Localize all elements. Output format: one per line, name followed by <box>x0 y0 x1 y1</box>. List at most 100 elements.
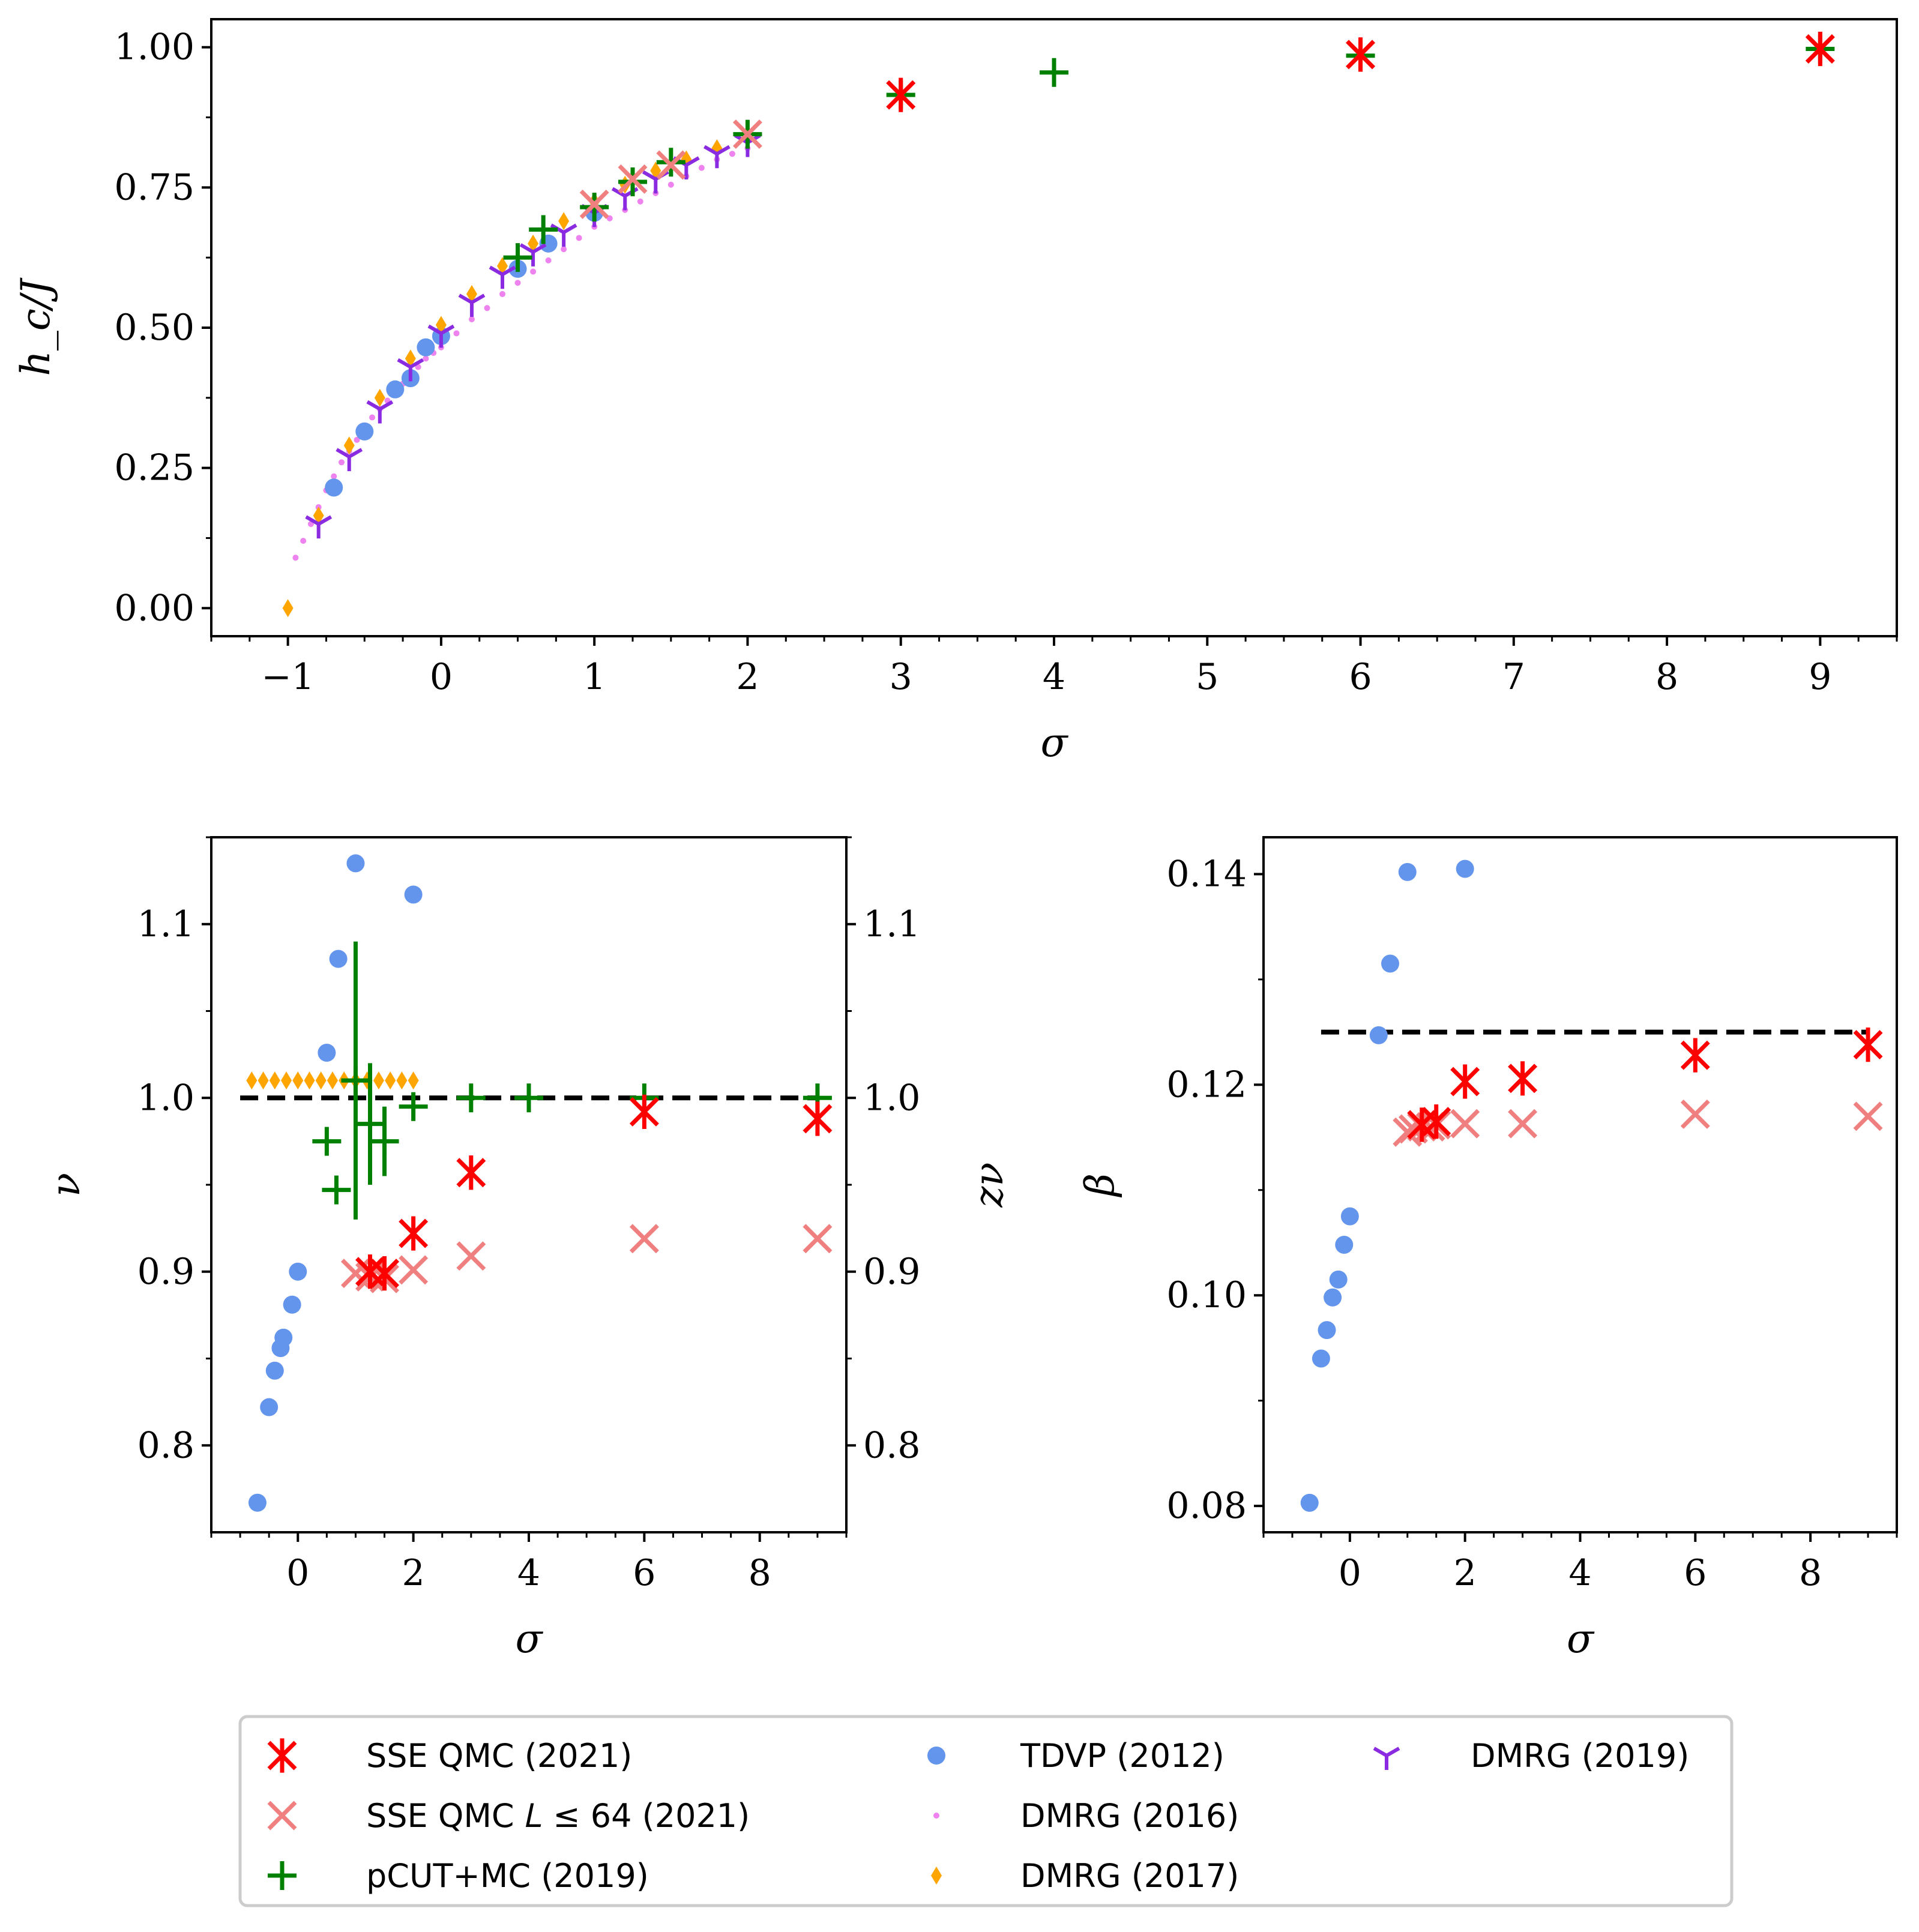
legend-marker <box>931 1867 942 1885</box>
y-tick-label: 0.8 <box>137 1424 194 1466</box>
data-point <box>408 1071 419 1090</box>
data-point <box>456 1241 486 1271</box>
x-axis: 0 2 4 6 8 σ <box>210 1532 848 1662</box>
data-point <box>304 1071 315 1090</box>
x-tick-label: 5 <box>1196 656 1219 698</box>
data-point <box>248 1493 267 1512</box>
data-point <box>355 422 374 441</box>
axes-frame <box>210 18 1898 637</box>
data-point <box>489 265 516 289</box>
x-tick-label: 4 <box>517 1552 540 1594</box>
series-dmrg2017 <box>246 1071 419 1090</box>
data-point <box>435 316 447 334</box>
data-point <box>656 150 686 180</box>
x-tick-label: 3 <box>890 656 912 698</box>
legend: SSE QMC (2021) SSE QMC 𝐿 ≤ 64 (2021) pCUT+… <box>238 1715 1734 1907</box>
data-point <box>399 1216 429 1251</box>
legend-frame <box>238 1715 1734 1907</box>
data-point <box>456 1083 486 1113</box>
data-point <box>667 181 674 188</box>
x-tick-label: 8 <box>749 1552 771 1594</box>
data-point <box>322 1175 351 1205</box>
data-point <box>417 338 435 357</box>
series-pcut <box>312 941 832 1220</box>
data-point <box>427 324 455 348</box>
series-dmrg2016 <box>292 145 751 561</box>
data-point <box>336 448 363 471</box>
series-dmrg2019 <box>305 133 761 539</box>
x-axis: −1 0 1 2 3 4 5 6 7 8 9 σ <box>210 636 1898 766</box>
data-point <box>1508 1109 1538 1139</box>
data-point <box>282 599 294 618</box>
series-tdvp <box>1300 859 1474 1512</box>
data-point <box>405 349 416 368</box>
x-tick-label: 1 <box>583 656 606 698</box>
x-tick-label: 6 <box>633 1552 655 1594</box>
series-sse <box>355 1094 833 1291</box>
data-point <box>396 1071 408 1090</box>
legend-item-sse: SSE QMC (2021) <box>267 1737 632 1775</box>
y-tick-label: 0.12 <box>1166 1064 1247 1106</box>
y-tick-label: 0.10 <box>1166 1274 1247 1316</box>
beta-panel: 0 2 4 6 8 σ 0.08 0.10 0.12 0.14 β <box>1077 836 1898 1662</box>
legend-item-dmrg2019: DMRG (2019) <box>1373 1737 1689 1775</box>
data-point <box>260 1398 279 1416</box>
data-point <box>637 198 643 205</box>
data-point <box>456 1155 486 1190</box>
data-point <box>1300 1493 1319 1512</box>
series-tdvp <box>325 203 604 497</box>
data-point <box>373 1071 384 1090</box>
y-right-tick-label: 1.0 <box>863 1077 920 1119</box>
legend-marker <box>267 1801 297 1831</box>
data-point <box>499 290 506 297</box>
nu-data <box>246 854 833 1512</box>
data-point <box>369 414 376 421</box>
y-tick-label: 1.1 <box>137 903 194 945</box>
data-point <box>528 234 539 253</box>
x-tick-label: −1 <box>261 656 314 698</box>
axes-frame <box>210 836 848 1533</box>
data-point <box>803 1224 833 1254</box>
data-point <box>529 215 558 244</box>
y-axis: 0.08 0.10 0.12 0.14 β <box>1077 853 1264 1527</box>
axes-frame <box>1262 836 1898 1533</box>
x-tick-label: 9 <box>1809 656 1831 698</box>
data-point <box>292 1071 304 1090</box>
data-point <box>423 355 429 362</box>
data-point <box>1369 1026 1388 1044</box>
y-tick-label: 0.08 <box>1166 1485 1247 1527</box>
y-tick-label: 0.9 <box>137 1251 194 1293</box>
y-tick-label: 0.00 <box>114 587 194 629</box>
legend-label: TDVP (2012) <box>1020 1737 1225 1775</box>
series-sse <box>886 31 1835 112</box>
data-point <box>292 555 299 561</box>
y-tick-label: 0.14 <box>1166 853 1247 895</box>
data-point <box>331 473 337 480</box>
x-tick-label: 8 <box>1799 1552 1822 1594</box>
data-point <box>283 1295 301 1314</box>
data-point <box>265 1361 284 1380</box>
data-point <box>1680 1038 1710 1073</box>
legend-label: DMRG (2016) <box>1020 1797 1239 1835</box>
data-point <box>343 436 355 455</box>
data-point <box>629 1094 659 1130</box>
data-point <box>1450 1109 1480 1139</box>
data-point <box>366 400 394 424</box>
y-tick-label: 1.00 <box>114 26 194 68</box>
data-point <box>370 1256 400 1291</box>
data-point <box>579 189 609 219</box>
data-point <box>1805 31 1835 67</box>
x-tick-label: 0 <box>286 1552 309 1594</box>
data-point <box>530 268 537 275</box>
x-tick-label: 8 <box>1655 656 1678 698</box>
y-right-tick-label: 0.8 <box>863 1424 920 1466</box>
data-point <box>698 164 705 171</box>
data-point <box>318 1043 336 1062</box>
y-tick-label: 0.50 <box>114 307 194 349</box>
y-tick-label: 0.75 <box>114 166 194 208</box>
data-point <box>519 243 547 266</box>
y-right-tick-label: 1.1 <box>863 903 920 945</box>
data-point <box>313 507 324 525</box>
data-point <box>404 885 423 904</box>
data-point <box>399 1092 428 1121</box>
